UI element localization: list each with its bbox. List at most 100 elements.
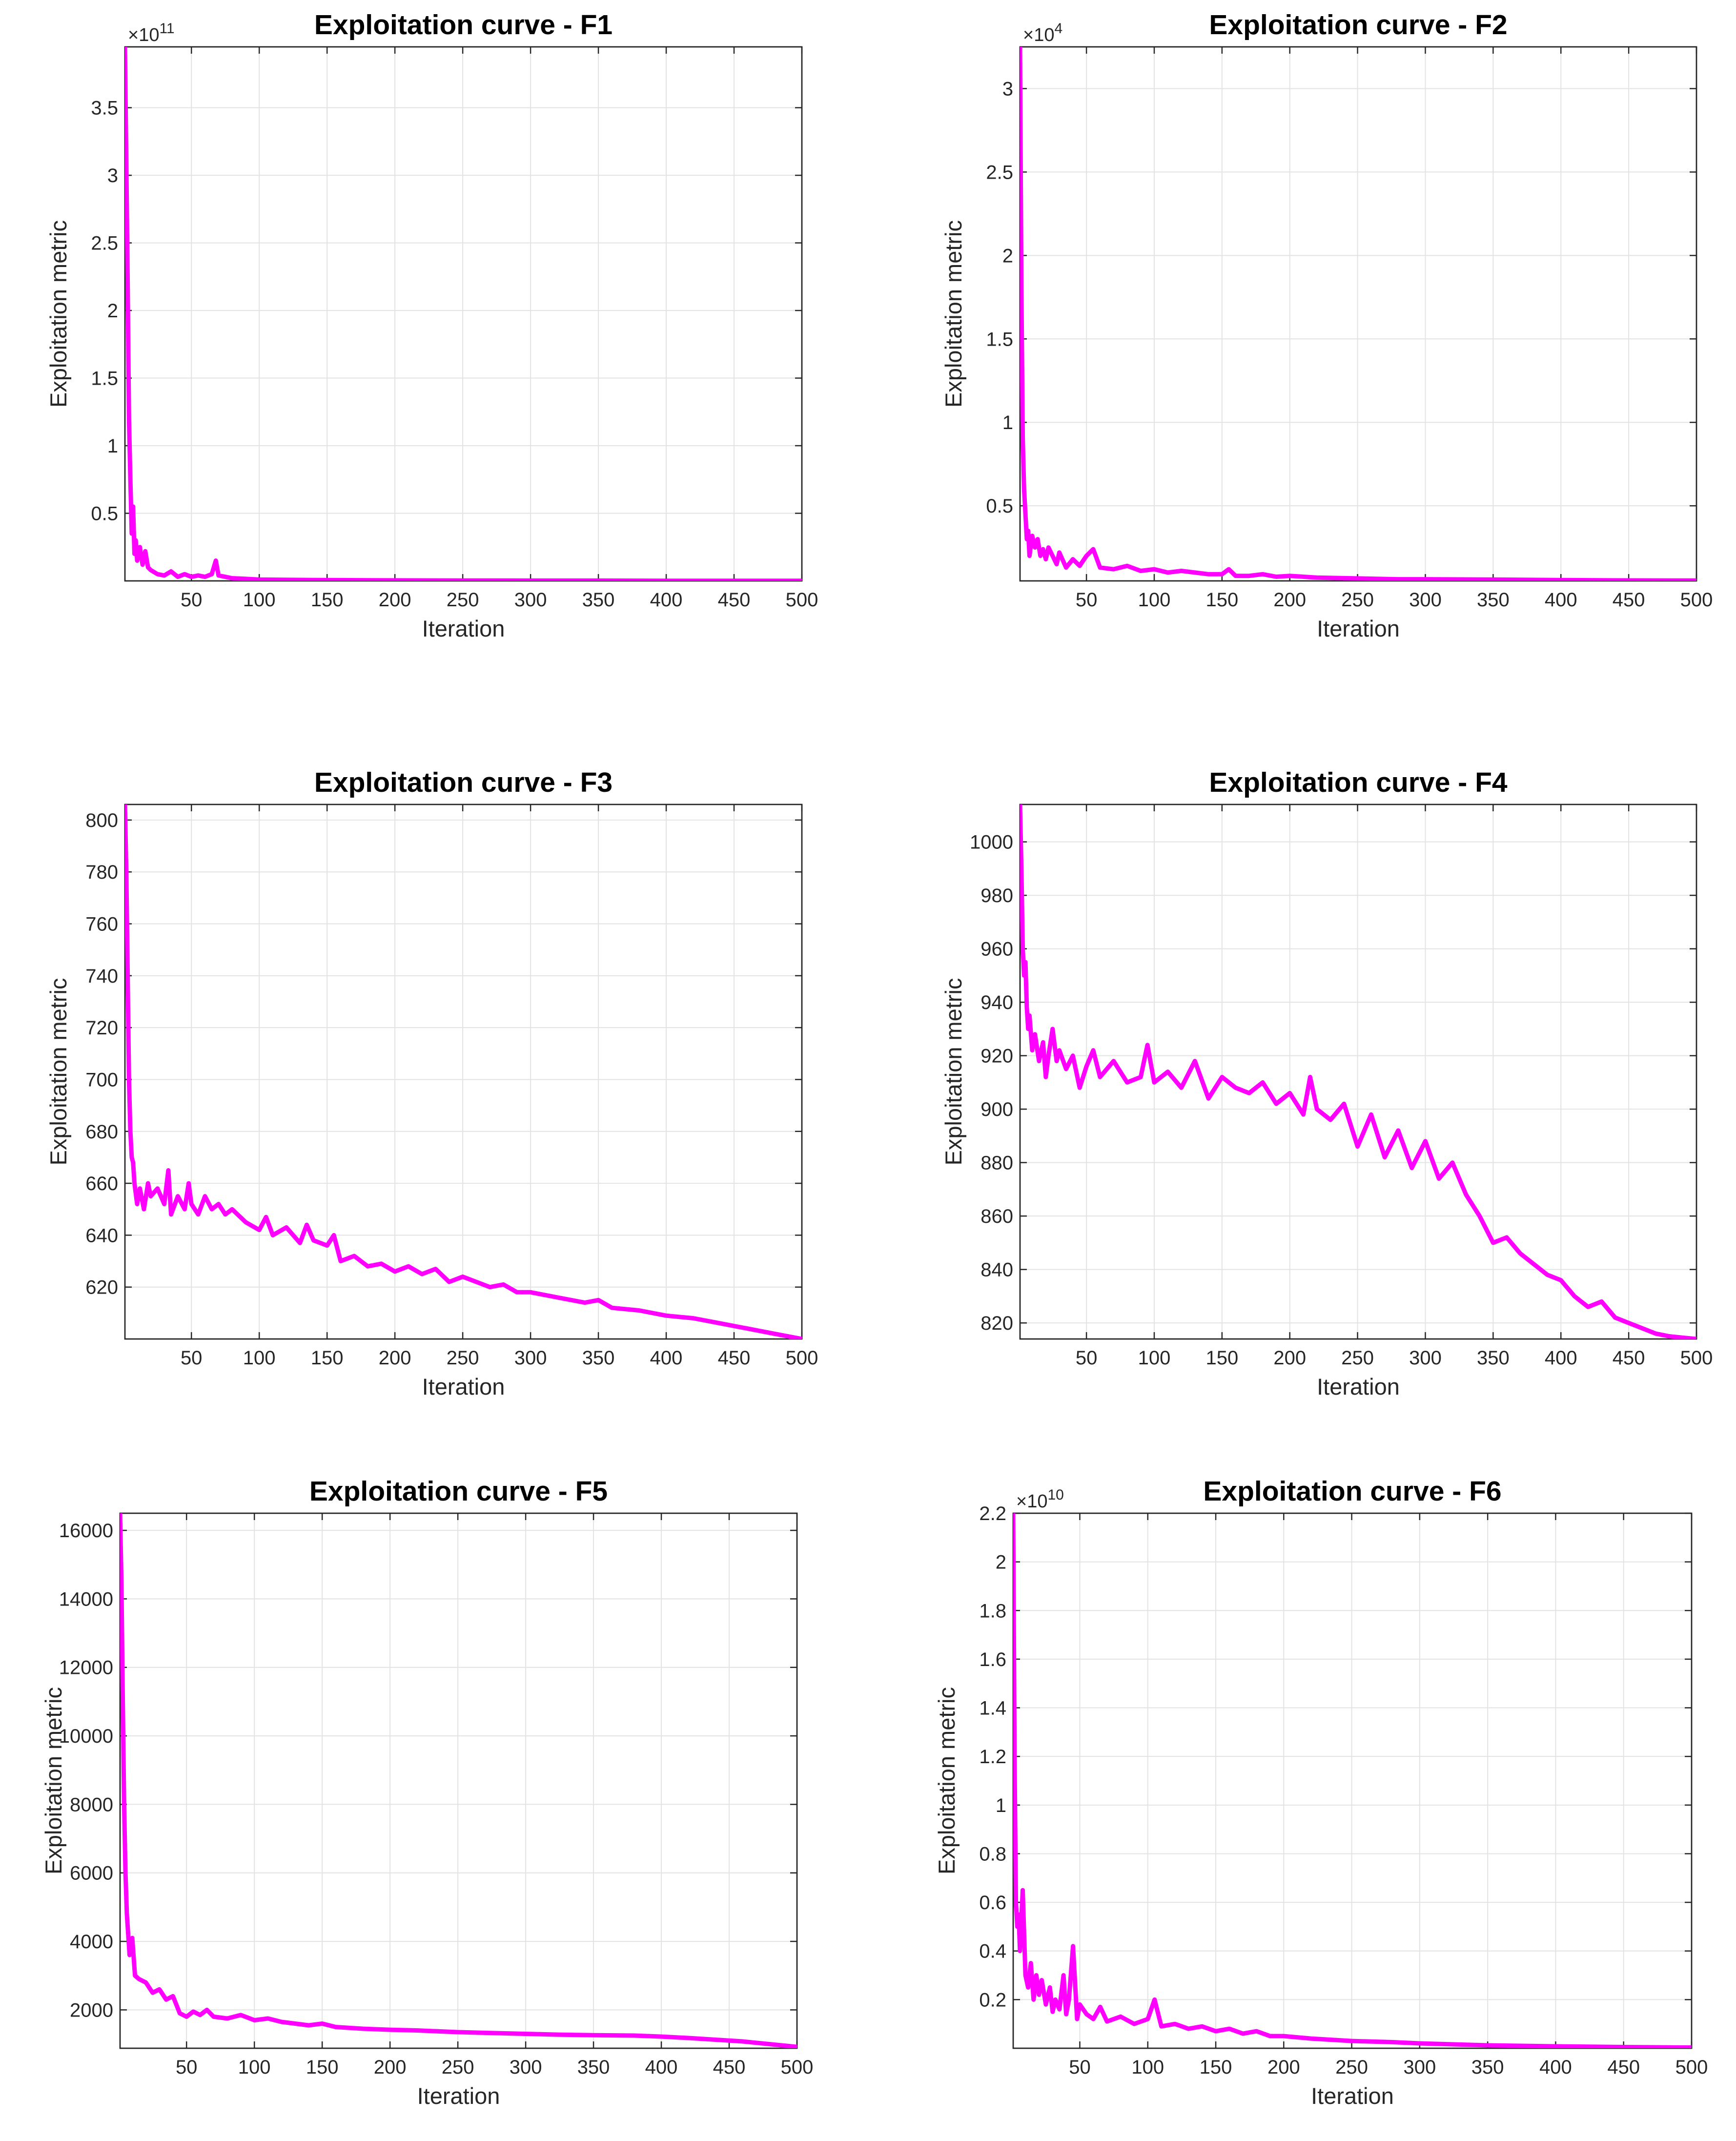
chart-f2: 50 100 150 200 250 300 350 400 450 500 0.5 1 1.5 2 2.5… bbox=[940, 9, 1713, 641]
axes-frame bbox=[1019, 803, 1697, 1340]
axes-frame bbox=[124, 803, 803, 1340]
chart-title: Exploitation curve - F3 bbox=[314, 767, 613, 798]
y-tick-label: 2.5 bbox=[986, 162, 1013, 183]
axes-border bbox=[1019, 803, 1697, 1340]
series-line-exploitation bbox=[125, 804, 802, 1339]
y-tick-label: 12000 bbox=[59, 1657, 113, 1679]
x-tick-label: 150 bbox=[311, 589, 344, 611]
x-tick-label: 450 bbox=[718, 1347, 751, 1369]
y-tick-label: 1.5 bbox=[986, 329, 1013, 350]
x-tick-label: 100 bbox=[243, 589, 276, 611]
axes-frame bbox=[119, 1512, 798, 2049]
y-tick-label: 8000 bbox=[70, 1794, 113, 1815]
x-tick-label: 250 bbox=[1341, 589, 1374, 611]
y-tick-label: 0.5 bbox=[986, 495, 1013, 517]
x-tick-label: 150 bbox=[1205, 589, 1238, 611]
y-tick-label: 10000 bbox=[59, 1726, 113, 1747]
x-tick-label: 300 bbox=[1409, 1347, 1442, 1369]
x-tick-label: 250 bbox=[447, 589, 479, 611]
x-tick-label: 150 bbox=[1205, 1347, 1238, 1369]
x-tick-label: 500 bbox=[1680, 1347, 1713, 1369]
y-tick-label: 700 bbox=[85, 1069, 118, 1091]
y-tick-label: 860 bbox=[980, 1206, 1013, 1227]
y-tick-label: 0.5 bbox=[91, 503, 118, 525]
y-tick-label: 2 bbox=[1002, 245, 1013, 267]
chart-f5: 50 100 150 200 250 300 350 400 450 500 2000 4000 600… bbox=[41, 1476, 813, 2109]
x-tick-label: 350 bbox=[582, 1347, 615, 1369]
x-axis-label: Iteration bbox=[422, 616, 505, 641]
y-tick-label: 720 bbox=[85, 1017, 118, 1039]
y-tick-label: 2 bbox=[996, 1552, 1006, 1573]
y-tick-label: 920 bbox=[980, 1046, 1013, 1067]
y-tick-label: 1.4 bbox=[979, 1698, 1006, 1719]
chart-title: Exploitation curve - F5 bbox=[309, 1476, 608, 1507]
y-tick-label: 680 bbox=[85, 1121, 118, 1143]
x-tick-label: 300 bbox=[510, 2057, 542, 2078]
y-tick-label: 2000 bbox=[70, 1999, 113, 2021]
x-tick-label: 350 bbox=[1477, 1347, 1510, 1369]
x-tick-label: 400 bbox=[1545, 589, 1577, 611]
x-tick-label: 400 bbox=[650, 589, 683, 611]
y-tick-label: 820 bbox=[980, 1313, 1013, 1334]
y-axis-label: Exploitation metric bbox=[41, 1687, 66, 1874]
y-tick-label: 3.5 bbox=[91, 98, 118, 119]
x-tick-label: 500 bbox=[781, 2057, 814, 2078]
x-tick-label: 450 bbox=[1607, 2057, 1640, 2078]
y-tick-label: 940 bbox=[980, 992, 1013, 1013]
x-axis-label: Iteration bbox=[417, 2083, 500, 2109]
y-tick-label: 1 bbox=[1002, 412, 1013, 433]
y-tick-label: 740 bbox=[85, 966, 118, 987]
series-line-exploitation bbox=[1013, 1513, 1692, 2048]
x-tick-label: 400 bbox=[650, 1347, 683, 1369]
x-tick-label: 150 bbox=[1200, 2057, 1232, 2078]
x-tick-label: 250 bbox=[442, 2057, 474, 2078]
x-tick-label: 200 bbox=[379, 589, 411, 611]
y-tick-label: 760 bbox=[85, 914, 118, 935]
x-tick-label: 200 bbox=[379, 1347, 411, 1369]
x-tick-label: 50 bbox=[176, 2057, 198, 2078]
y-axis-label: Exploitation metric bbox=[45, 220, 71, 408]
y-tick-label: 880 bbox=[980, 1153, 1013, 1174]
x-tick-label: 50 bbox=[1076, 589, 1098, 611]
y-axis-label: Exploitation metric bbox=[934, 1687, 960, 1874]
x-tick-label: 300 bbox=[1409, 589, 1442, 611]
axis-exponent: ×1011 bbox=[128, 21, 175, 45]
chart-f3: 50 100 150 200 250 300 350 400 450 500 620 640 660 68… bbox=[45, 767, 818, 1400]
chart-f6: 50 100 150 200 250 300 350 400 450 500 0.2 0.4 0.6 0.… bbox=[934, 1476, 1708, 2109]
y-axis-label: Exploitation metric bbox=[940, 220, 966, 408]
y-tick-label: 840 bbox=[980, 1259, 1013, 1281]
x-tick-label: 500 bbox=[786, 1347, 818, 1369]
axes-frame bbox=[124, 46, 803, 582]
series-line-exploitation bbox=[1020, 804, 1696, 1339]
series-line-exploitation bbox=[1020, 47, 1696, 581]
y-axis-label: Exploitation metric bbox=[45, 978, 71, 1166]
x-tick-label: 450 bbox=[718, 589, 751, 611]
y-tick-label: 780 bbox=[85, 862, 118, 883]
y-tick-label: 2 bbox=[107, 300, 118, 322]
y-tick-label: 2.5 bbox=[91, 233, 118, 254]
x-tick-label: 350 bbox=[1477, 589, 1510, 611]
y-tick-label: 3 bbox=[107, 165, 118, 186]
y-tick-label: 6000 bbox=[70, 1863, 113, 1884]
x-axis-label: Iteration bbox=[1317, 1374, 1400, 1400]
x-tick-label: 50 bbox=[181, 1347, 203, 1369]
chart-title: Exploitation curve - F1 bbox=[314, 9, 613, 41]
x-tick-label: 150 bbox=[311, 1347, 344, 1369]
y-tick-label: 1.5 bbox=[91, 368, 118, 390]
x-tick-label: 200 bbox=[1273, 1347, 1306, 1369]
y-tick-label: 0.4 bbox=[979, 1941, 1006, 1962]
x-tick-label: 200 bbox=[1267, 2057, 1300, 2078]
chart-f1: 50 100 150 200 250 300 350 400 450 500 0.5 1 1.5 2 2.5… bbox=[45, 9, 818, 641]
x-tick-label: 200 bbox=[1273, 589, 1306, 611]
y-tick-label: 14000 bbox=[59, 1588, 113, 1610]
x-tick-label: 300 bbox=[1404, 2057, 1436, 2078]
y-tick-label: 1.8 bbox=[979, 1600, 1006, 1622]
x-tick-label: 100 bbox=[1131, 2057, 1164, 2078]
y-tick-label: 4000 bbox=[70, 1931, 113, 1953]
x-tick-label: 250 bbox=[1335, 2057, 1368, 2078]
x-tick-label: 500 bbox=[1680, 589, 1713, 611]
x-tick-label: 350 bbox=[582, 589, 615, 611]
y-tick-label: 1.6 bbox=[979, 1649, 1006, 1670]
axes-border bbox=[124, 803, 803, 1340]
